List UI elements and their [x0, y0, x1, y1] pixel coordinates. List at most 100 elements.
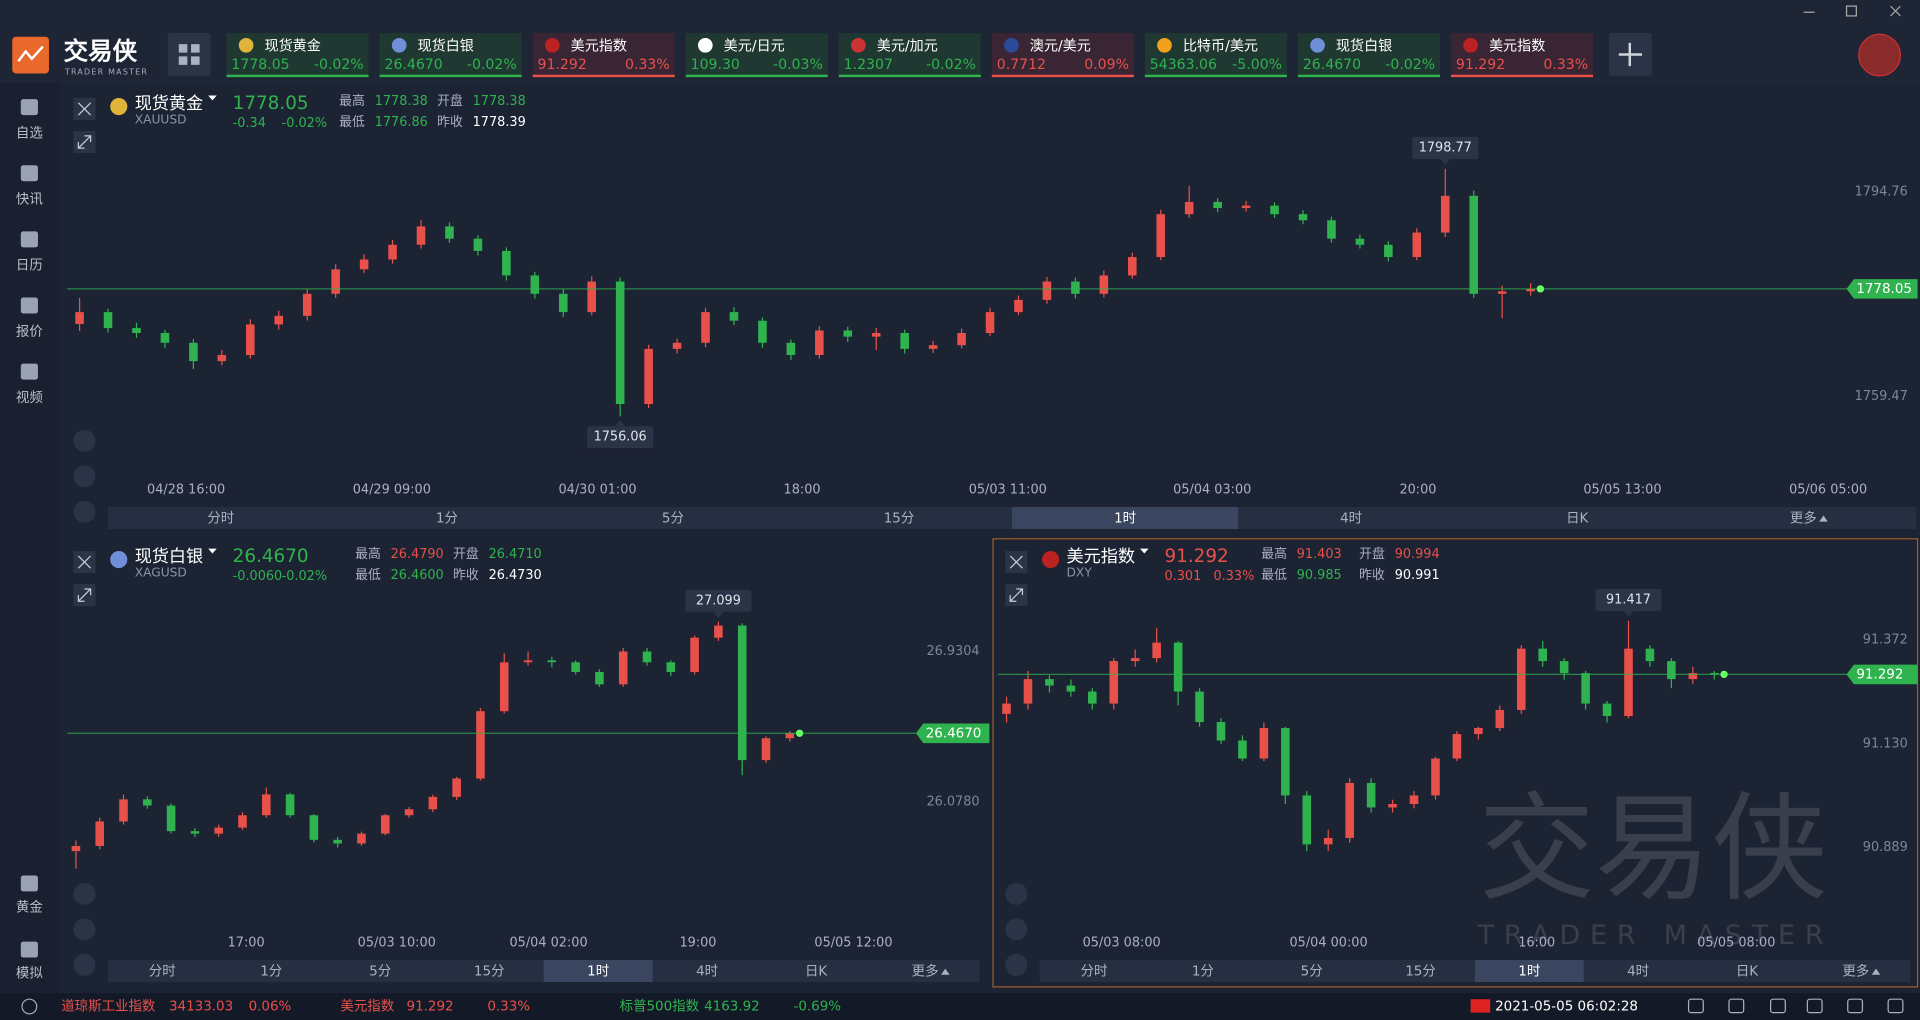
stat-label: 最高 — [355, 546, 381, 562]
high_label-text: 27.099 — [696, 593, 741, 608]
tool-button[interactable] — [1005, 918, 1028, 941]
sidebar-icon — [20, 363, 38, 380]
timeframe-tab[interactable]: 15分 — [474, 964, 505, 980]
symbol-name[interactable]: 现货白银 — [135, 547, 204, 567]
tool-button[interactable] — [73, 429, 96, 452]
symbol-icon — [110, 97, 128, 116]
symbol-name[interactable]: 美元指数 — [1067, 547, 1136, 567]
close-window[interactable] — [1890, 5, 1901, 17]
ticker-icon — [851, 37, 866, 53]
status-price: 4163.92 — [704, 1000, 760, 1015]
timeframe-tab[interactable]: 1时 — [1114, 511, 1136, 527]
price-dot — [795, 729, 804, 737]
high_label-pointer — [1623, 610, 1634, 618]
timeframe-tab[interactable]: 1时 — [587, 964, 609, 980]
sidebar-label[interactable]: 报价 — [16, 324, 43, 340]
status-change: 0.33% — [487, 1000, 530, 1015]
status-tool[interactable] — [1728, 998, 1745, 1014]
sidebar-icon — [20, 99, 38, 116]
status-name: 美元指数 — [340, 999, 394, 1015]
timeframe-tab[interactable]: 分时 — [149, 964, 176, 980]
x-axis-label: 04/28 16:00 — [147, 482, 225, 497]
status-tool[interactable] — [1687, 998, 1704, 1014]
sidebar-label[interactable]: 模拟 — [16, 965, 43, 981]
timeframe-tab[interactable]: 分时 — [207, 511, 234, 527]
candle-body — [530, 275, 540, 294]
sidebar-label[interactable]: 视频 — [16, 390, 43, 406]
candle-body — [714, 625, 723, 638]
x-axis-label: 05/05 12:00 — [814, 935, 892, 950]
tool-button[interactable] — [73, 918, 96, 941]
status-tool[interactable] — [1887, 998, 1904, 1014]
candle-body — [1213, 201, 1222, 209]
watermark-subtitle: TRADER MASTER — [1477, 920, 1834, 951]
ticker-icon — [1157, 37, 1172, 53]
ticker-price: 0.7712 — [997, 57, 1046, 73]
tool-button[interactable] — [73, 953, 96, 976]
candle-body — [1355, 238, 1365, 245]
tool-button[interactable] — [73, 465, 96, 488]
timeframe-tab[interactable]: 4时 — [696, 964, 718, 980]
sidebar-label[interactable]: 快讯 — [16, 192, 43, 208]
candle-body — [71, 845, 81, 852]
candle-body — [1270, 205, 1279, 215]
candle-body — [642, 651, 652, 663]
ticker-name: 比特币/美元 — [1183, 39, 1258, 55]
timeframe-tab[interactable]: 5分 — [1301, 964, 1323, 980]
change: -0.34 — [233, 116, 266, 131]
stat-label: 最低 — [339, 115, 365, 130]
timeframe-tab[interactable]: 5分 — [369, 964, 391, 980]
stat-label: 开盘 — [1359, 546, 1385, 562]
status-tool[interactable] — [1770, 998, 1786, 1014]
expand-icon — [77, 135, 92, 149]
timeframe-tab[interactable]: 4时 — [1340, 511, 1362, 527]
stat-label: 最高 — [339, 93, 365, 109]
timeframe-tab[interactable]: 日K — [1736, 965, 1759, 980]
candle-body — [476, 711, 485, 779]
layout-button[interactable] — [167, 33, 211, 76]
timeframe-tab[interactable]: 更多 — [1790, 510, 1817, 527]
candle-body — [309, 815, 319, 840]
candle-body — [1302, 795, 1312, 845]
x-axis-label: 05/03 10:00 — [358, 935, 436, 950]
candle-body — [214, 827, 223, 834]
timeframe-tab[interactable]: 1时 — [1518, 964, 1540, 980]
candle-body — [1327, 220, 1336, 239]
timeframe-tab[interactable]: 4时 — [1627, 964, 1649, 980]
symbol-name[interactable]: 现货黄金 — [135, 94, 204, 114]
y-tick-label: 26.0780 — [926, 795, 979, 810]
timeframe-tab[interactable]: 更多 — [1842, 963, 1869, 980]
ticker-icon — [1004, 37, 1019, 53]
timeframe-tab[interactable]: 15分 — [884, 511, 915, 527]
timeframe-tab[interactable]: 1分 — [260, 964, 282, 980]
candle-body — [1345, 782, 1354, 838]
tool-button[interactable] — [1005, 953, 1028, 976]
timeframe-tab[interactable]: 1分 — [1192, 964, 1214, 980]
avatar[interactable] — [1858, 33, 1902, 77]
sidebar-label[interactable]: 自选 — [16, 125, 43, 141]
tool-button[interactable] — [1005, 882, 1028, 905]
tool-button[interactable] — [73, 500, 96, 523]
candle-body — [1014, 299, 1023, 313]
maximize[interactable] — [1845, 5, 1857, 17]
timeframe-tab[interactable]: 15分 — [1405, 964, 1436, 980]
status-tool[interactable] — [1806, 998, 1823, 1014]
candle-body — [1440, 195, 1450, 233]
sidebar-label[interactable]: 日历 — [16, 259, 43, 274]
ticker-underline — [1144, 74, 1287, 78]
candle-body — [815, 330, 824, 356]
timeframe-tab[interactable]: 1分 — [436, 511, 458, 527]
timeframe-tab[interactable]: 日K — [805, 965, 828, 980]
timeframe-tab[interactable]: 更多 — [912, 963, 939, 980]
tool-button[interactable] — [73, 882, 96, 905]
timeframe-tab[interactable]: 分时 — [1081, 964, 1108, 980]
change-pct: 0.33% — [1213, 569, 1254, 584]
timeframe-tab[interactable]: 日K — [1566, 512, 1589, 527]
timeframe-tab[interactable]: 5分 — [662, 511, 684, 527]
sidebar-label[interactable]: 黄金 — [16, 899, 43, 915]
status-tool[interactable] — [1847, 998, 1864, 1014]
candle-body — [103, 312, 113, 329]
candle-body — [871, 332, 881, 337]
x-axis-label: 05/06 05:00 — [1789, 482, 1867, 497]
